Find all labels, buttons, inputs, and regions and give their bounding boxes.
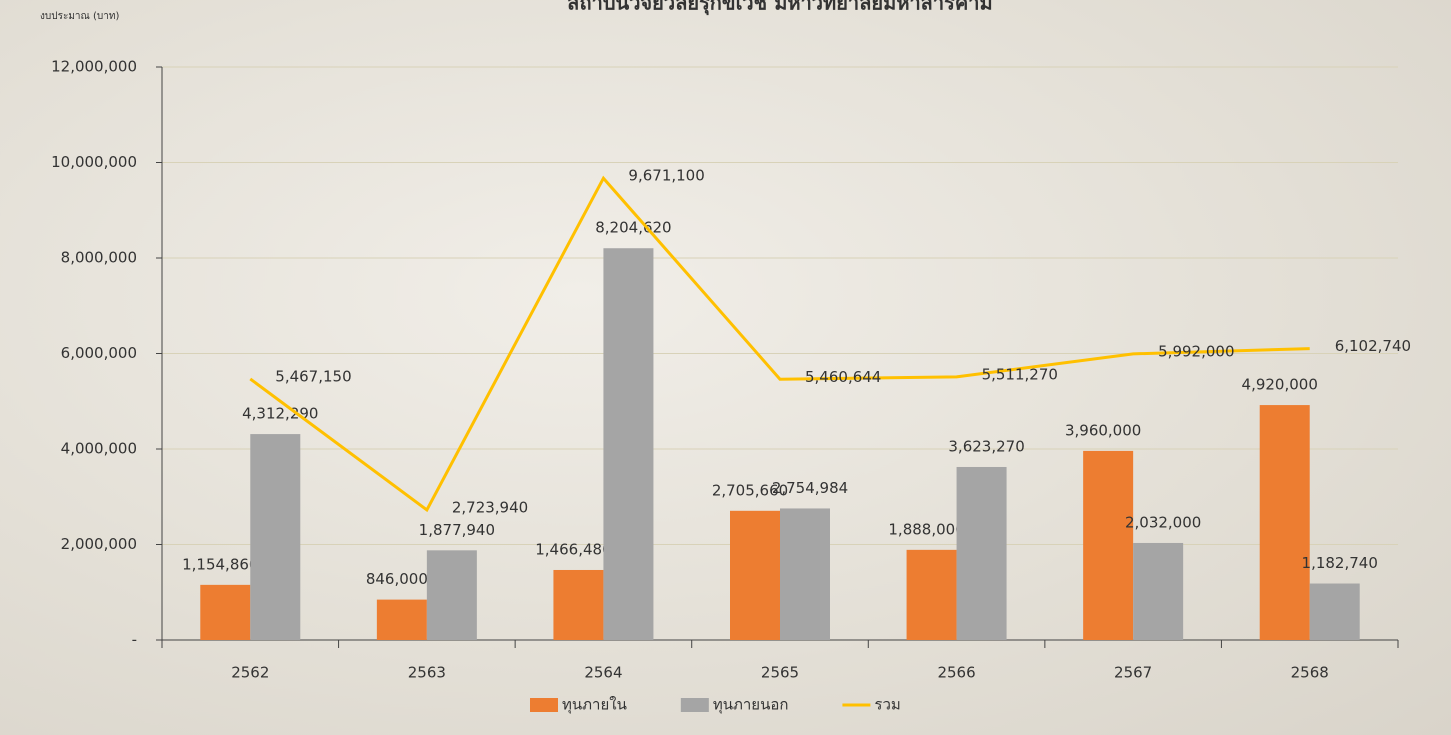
y-tick-label: 8,000,000 [61,249,137,267]
bar [377,600,427,640]
y-tick-label: 4,000,000 [61,440,137,458]
data-label: 5,511,270 [982,365,1058,383]
bar [250,434,300,640]
bar [200,585,250,640]
data-label: 2,723,940 [452,498,528,516]
bar [1083,451,1133,640]
chart-title: สถาบันวิจัยวลัยรุกขเวช มหาวิทยาลัยมหาสาร… [567,0,992,16]
x-tick-label: 2568 [1291,664,1329,682]
bar [1260,405,1310,640]
legend-label: ทุนภายนอก [713,696,789,715]
data-label: 9,671,100 [628,167,704,185]
data-label: 846,000 [366,570,428,588]
data-label: 5,460,644 [805,368,881,386]
data-label: 1,466,480 [535,540,611,558]
data-label: 1,877,940 [419,521,495,539]
data-label: 4,920,000 [1242,376,1318,394]
x-tick-label: 2566 [937,664,975,682]
bar [730,511,780,640]
y-tick-label: - [132,631,137,649]
data-label: 1,888,000 [888,520,964,538]
legend-swatch [530,698,558,712]
bar [957,467,1007,640]
data-label: 3,960,000 [1065,421,1141,439]
line [250,178,1309,510]
data-label: 5,467,150 [275,367,351,385]
bar [907,550,957,640]
bar [1133,543,1183,640]
legend-swatch [681,698,709,712]
x-tick-label: 2567 [1114,664,1152,682]
data-label: 2,032,000 [1125,513,1201,531]
bar [427,550,477,640]
legend-label: รวม [874,696,900,714]
legend-label: ทุนภายใน [562,696,627,715]
bar [780,508,830,640]
data-label: 1,182,740 [1302,554,1378,572]
x-tick-label: 2565 [761,664,799,682]
y-axis-label: งบประมาณ (บาท) [40,11,119,22]
y-tick-label: 6,000,000 [61,344,137,362]
bar [1310,584,1360,640]
x-tick-label: 2563 [408,664,446,682]
data-label: 6,102,740 [1335,337,1411,355]
x-tick-label: 2564 [584,664,622,682]
data-label: 2,754,984 [772,479,848,497]
page: สถาบันวิจัยวลัยรุกขเวช มหาวิทยาลัยมหาสาร… [0,0,1451,735]
y-tick-label: 2,000,000 [61,535,137,553]
chart: สถาบันวิจัยวลัยรุกขเวช มหาวิทยาลัยมหาสาร… [0,0,1451,735]
data-label: 3,623,270 [948,437,1024,455]
data-label: 8,204,620 [595,219,671,237]
data-label: 5,992,000 [1158,342,1234,360]
y-tick-label: 10,000,000 [51,153,137,171]
bar [553,570,603,640]
y-tick-label: 12,000,000 [51,58,137,76]
bar [603,248,653,640]
data-label: 1,154,860 [182,555,258,573]
x-tick-label: 2562 [231,664,269,682]
